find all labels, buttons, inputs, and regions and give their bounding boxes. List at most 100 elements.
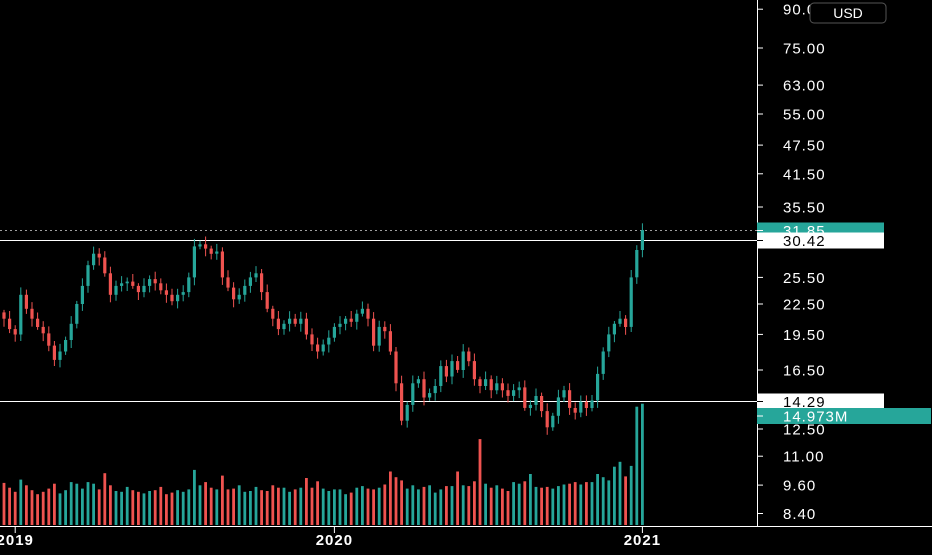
time-axis[interactable]: 2019 2020 2021 [0, 527, 661, 549]
candle-body [153, 279, 157, 284]
candle [316, 337, 320, 359]
price-candles [2, 223, 644, 435]
candle [551, 412, 555, 431]
candle-body [41, 326, 45, 334]
candle [47, 326, 51, 352]
volume-bar [596, 474, 599, 525]
candle [24, 289, 28, 314]
volume-bar [131, 490, 135, 525]
currency-button-box[interactable] [809, 2, 887, 24]
candle [13, 325, 17, 342]
candle-body [562, 390, 566, 398]
candle [271, 305, 275, 327]
candle [506, 383, 510, 403]
candle-body [444, 366, 448, 377]
volume-bar [512, 482, 515, 525]
candle-body [293, 318, 297, 324]
candle-body [97, 253, 101, 258]
candle-body [607, 334, 611, 352]
volume-bar [64, 490, 67, 525]
volume-bar [265, 491, 269, 525]
volume-bar [613, 466, 616, 525]
volume-bar [389, 471, 392, 525]
volume-bar [142, 493, 146, 525]
candle-body [243, 285, 247, 295]
candle [80, 278, 84, 311]
y-tick-label: 8.40 [783, 506, 816, 523]
volume-bar [529, 474, 532, 525]
volume-bar [2, 482, 6, 525]
volume-bar [237, 485, 241, 525]
candle [204, 236, 208, 257]
candle-body [271, 308, 275, 319]
candle [120, 276, 124, 292]
candle-body [276, 318, 280, 330]
x-tick-label: 2021 [624, 532, 661, 549]
candle [108, 266, 112, 303]
candle [148, 275, 152, 293]
volume-bar [517, 483, 521, 525]
candle [517, 381, 521, 399]
candle [360, 301, 364, 317]
candle [338, 316, 342, 335]
candle [226, 270, 230, 292]
candle [355, 309, 359, 330]
candle [265, 284, 269, 313]
candle [310, 328, 314, 351]
horizontal-lines[interactable] [0, 230, 757, 402]
y-tick-label: 41.50 [783, 166, 826, 183]
volume-bar [204, 482, 207, 525]
volume-bar [321, 488, 325, 525]
currency-button-label[interactable]: USD [833, 5, 863, 21]
candle-body [372, 318, 376, 346]
volume-bar [69, 482, 73, 525]
candle [52, 341, 56, 366]
volume-bar [405, 488, 409, 525]
candle [103, 251, 107, 277]
volume-bar [103, 473, 107, 525]
volume-bar [489, 487, 493, 525]
volume-bar [361, 486, 364, 525]
candle [58, 343, 62, 368]
candle-body [517, 387, 521, 391]
candle-body [220, 251, 224, 278]
candle [607, 326, 611, 358]
candle-body [394, 351, 398, 384]
candle [75, 300, 79, 329]
volume-bar [198, 485, 202, 525]
volume-bar [428, 485, 431, 525]
candle [97, 248, 101, 266]
candle [64, 336, 68, 355]
candle-body [579, 401, 583, 413]
candle-body [299, 318, 303, 324]
volume-bar [417, 489, 420, 525]
y-tick-label: 19.50 [783, 327, 826, 344]
volume-bar [53, 483, 56, 525]
volume-bar [624, 476, 627, 525]
candle [500, 378, 504, 398]
volume-bar [109, 485, 112, 525]
volume-bar [338, 489, 342, 525]
volume-bar [97, 489, 101, 525]
candle [125, 277, 129, 291]
candle-body [556, 397, 560, 416]
candle-body [181, 292, 185, 295]
volume-bar [271, 485, 275, 525]
candle [192, 238, 196, 286]
candle-body [24, 294, 28, 309]
candle [41, 321, 45, 342]
volume-bar [551, 488, 555, 525]
candle-body [187, 277, 191, 293]
candle [461, 344, 465, 378]
price-axis[interactable]: 90.0075.0063.0055.0047.5041.5035.5025.50… [757, 2, 826, 523]
candle [153, 271, 157, 291]
x-tick-label: 2020 [316, 532, 353, 549]
candle-body [142, 285, 146, 293]
volume-bar [355, 487, 359, 525]
y-tick-label: 12.50 [783, 422, 826, 439]
volume-bar [86, 482, 90, 525]
currency-button[interactable]: USD [809, 2, 887, 24]
y-tick-label: 16.50 [783, 363, 826, 380]
